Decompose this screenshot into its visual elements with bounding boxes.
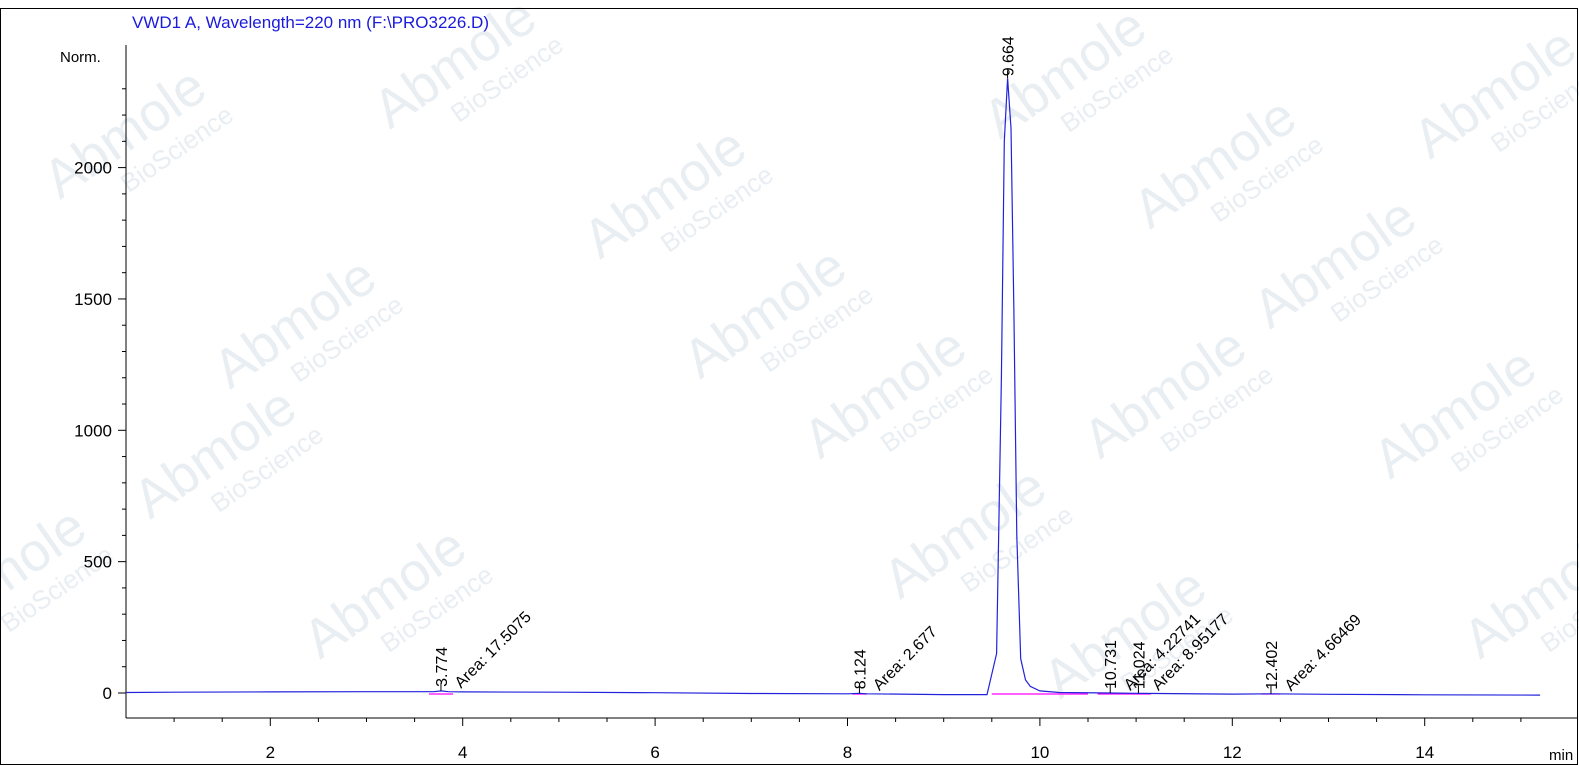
x-tick-label: 8 bbox=[843, 743, 852, 762]
y-tick-label: 1500 bbox=[74, 290, 112, 309]
y-tick-label: 2000 bbox=[74, 159, 112, 178]
peak-rt-label: 9.664 bbox=[1001, 36, 1018, 76]
x-tick-label: 4 bbox=[458, 743, 467, 762]
peak-area-label: Area: 4.66469 bbox=[1282, 611, 1365, 694]
peak-rt-label: 11.024 bbox=[1131, 641, 1148, 689]
y-tick-label: 0 bbox=[103, 684, 112, 703]
peak-rt-label: 12.402 bbox=[1264, 641, 1281, 690]
plot-frame bbox=[0, 8, 1578, 765]
y-tick-label: 500 bbox=[84, 553, 112, 572]
x-tick-label: 12 bbox=[1223, 743, 1242, 762]
x-tick-label: 14 bbox=[1415, 743, 1434, 762]
x-tick-label: 10 bbox=[1030, 743, 1049, 762]
peak-rt-label: 10.731 bbox=[1103, 640, 1120, 689]
y-tick-label: 1000 bbox=[74, 421, 112, 440]
peak-rt-label: 3.774 bbox=[434, 647, 451, 687]
peak-rt-label: 8.124 bbox=[852, 649, 869, 689]
x-tick-label: 6 bbox=[650, 743, 659, 762]
x-axis-label: min bbox=[1549, 747, 1573, 764]
y-axis-label: Norm. bbox=[60, 49, 101, 66]
peak-area-label: Area: 17.5075 bbox=[452, 609, 535, 692]
axes: 0 500 1000 1500 2000 2 4 6 8 10 12 14 bbox=[74, 45, 1578, 762]
series-line bbox=[125, 78, 1541, 696]
peak-area-label: Area: 2.677 bbox=[870, 624, 941, 695]
chart-title: VWD1 A, Wavelength=220 nm (F:\PRO3226.D) bbox=[132, 13, 489, 32]
x-tick-label: 2 bbox=[266, 743, 275, 762]
